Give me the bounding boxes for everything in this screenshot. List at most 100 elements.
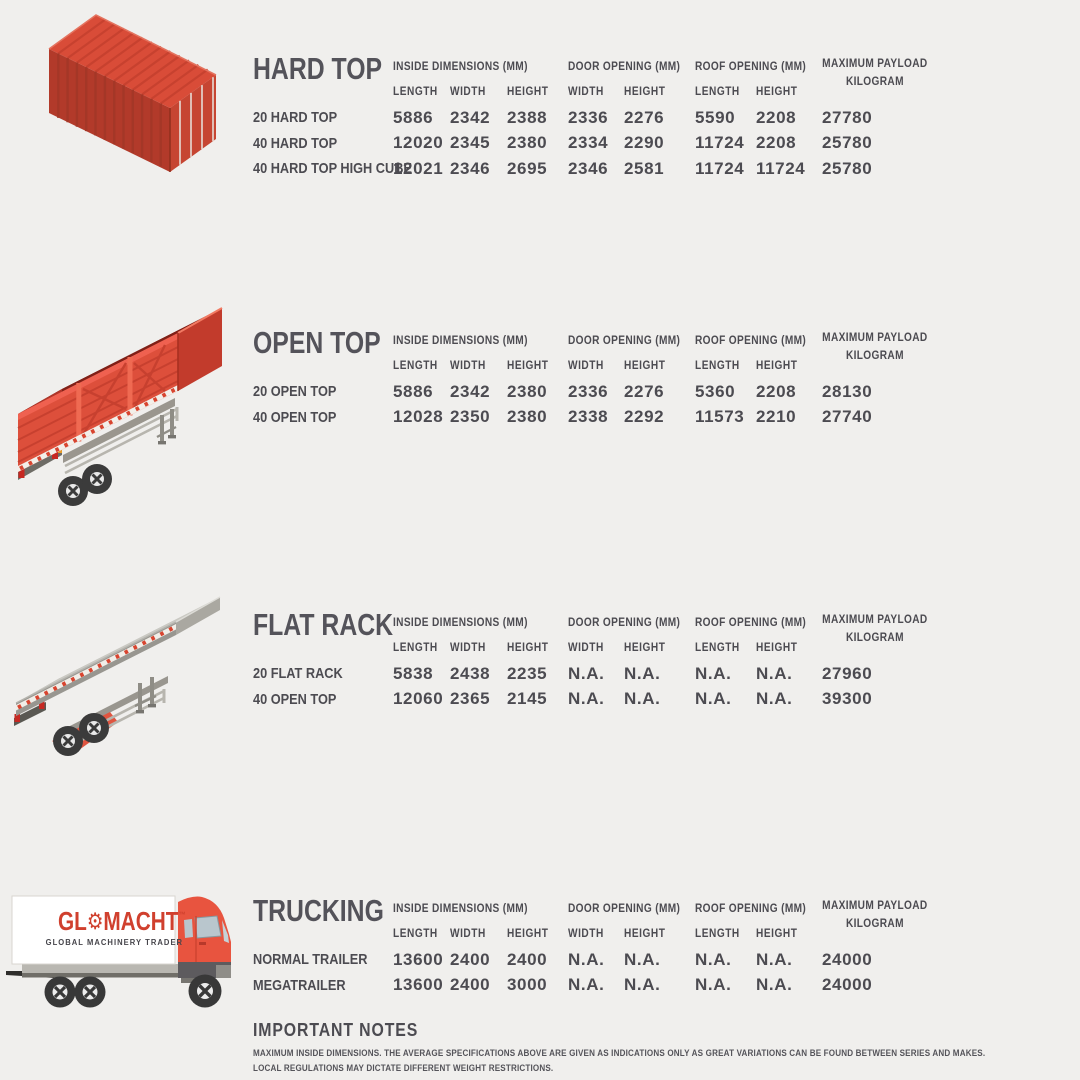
spec-value: 12021 bbox=[393, 158, 444, 178]
spec-value: 2342 bbox=[450, 381, 491, 401]
spec-value: 12020 bbox=[393, 133, 444, 153]
spec-value: 2145 bbox=[507, 689, 548, 709]
spec-value: 2210 bbox=[756, 407, 797, 427]
spec-value: N.A. bbox=[568, 689, 605, 709]
spec-value: N.A. bbox=[568, 975, 605, 995]
column-header-door-width: WIDTH bbox=[568, 642, 604, 654]
glomacht-brand-text: GL⚙MACHT™ bbox=[57, 906, 186, 936]
spec-value: 24000 bbox=[822, 949, 873, 969]
section-flat-rack: FLAT RACK MAXIMUM PAYLOAD KILOGRAM INSID… bbox=[253, 607, 963, 712]
spec-value: 2208 bbox=[756, 107, 797, 127]
spec-value: 2380 bbox=[507, 381, 548, 401]
row-label: 40 OPEN TOP bbox=[253, 408, 337, 426]
notes-line: MAXIMUM INSIDE DIMENSIONS. THE AVERAGE S… bbox=[253, 1048, 986, 1059]
column-header-roof-length: LENGTH bbox=[695, 86, 740, 98]
spec-value: 13600 bbox=[393, 975, 444, 995]
column-group-max-payload: MAXIMUM PAYLOAD KILOGRAM bbox=[822, 58, 928, 88]
spec-value: 27780 bbox=[822, 107, 873, 127]
column-header-length: LENGTH bbox=[393, 86, 438, 98]
spec-value: N.A. bbox=[695, 975, 732, 995]
spec-value: N.A. bbox=[624, 975, 661, 995]
spec-value: 3000 bbox=[507, 975, 548, 995]
spec-value: 5360 bbox=[695, 381, 736, 401]
spec-table-header: MAXIMUM PAYLOAD KILOGRAM INSIDE DIMENSIO… bbox=[253, 610, 963, 661]
spec-value: N.A. bbox=[756, 689, 793, 709]
spec-value: 2208 bbox=[756, 133, 797, 153]
spec-value: 11724 bbox=[756, 158, 806, 178]
column-group-max-payload: MAXIMUM PAYLOAD KILOGRAM bbox=[822, 900, 928, 930]
spec-value: 5886 bbox=[393, 107, 434, 127]
spec-value: 12060 bbox=[393, 689, 444, 709]
column-group-door-opening: DOOR OPENING (MM) bbox=[568, 902, 681, 915]
column-group-roof-opening: ROOF OPENING (MM) bbox=[695, 902, 807, 915]
spec-value: N.A. bbox=[624, 663, 661, 683]
spec-table-rows: 20 HARD TOP 5886 2342 2388 2336 2276 5590 2208 2… bbox=[253, 105, 963, 182]
notes-title: IMPORTANT NOTES bbox=[253, 1020, 419, 1040]
spec-value: 2235 bbox=[507, 663, 548, 683]
column-header-height: HEIGHT bbox=[507, 642, 549, 654]
spec-table-rows: NORMAL TRAILER 13600 2400 2400 N.A. N.A. N.A. N… bbox=[253, 947, 963, 998]
column-header-roof-height: HEIGHT bbox=[756, 928, 798, 940]
spec-value: N.A. bbox=[695, 663, 732, 683]
spec-value: 24000 bbox=[822, 975, 873, 995]
section-hard-top: HARD TOP MAXIMUM PAYLOAD KILOGRAM INSIDE… bbox=[253, 51, 963, 182]
row-label: 40 OPEN TOP bbox=[253, 690, 337, 708]
column-header-height: HEIGHT bbox=[507, 928, 549, 940]
spec-value: 2581 bbox=[624, 158, 665, 178]
spec-value: 2276 bbox=[624, 381, 665, 401]
spec-value: 2380 bbox=[507, 133, 548, 153]
spec-value: 2695 bbox=[507, 158, 548, 178]
spec-value: N.A. bbox=[695, 689, 732, 709]
column-group-door-opening: DOOR OPENING (MM) bbox=[568, 616, 681, 629]
column-header-height: HEIGHT bbox=[507, 360, 549, 372]
spec-value: 2290 bbox=[624, 133, 665, 153]
gear-icon: ⚙ bbox=[86, 908, 104, 934]
column-header-width: WIDTH bbox=[450, 928, 486, 940]
spec-value: 25780 bbox=[822, 133, 873, 153]
column-header-width: WIDTH bbox=[450, 360, 486, 372]
spec-value: 27740 bbox=[822, 407, 873, 427]
spec-value: 25780 bbox=[822, 158, 873, 178]
spec-value: 2276 bbox=[624, 107, 665, 127]
column-group-roof-opening: ROOF OPENING (MM) bbox=[695, 334, 807, 347]
spec-value: 2388 bbox=[507, 107, 548, 127]
spec-value: 2350 bbox=[450, 407, 491, 427]
column-header-door-height: HEIGHT bbox=[624, 642, 666, 654]
spec-value: 2365 bbox=[450, 689, 491, 709]
spec-value: N.A. bbox=[756, 663, 793, 683]
column-group-inside-dimensions: INSIDE DIMENSIONS (MM) bbox=[393, 902, 528, 915]
column-header-door-height: HEIGHT bbox=[624, 928, 666, 940]
spec-table-header: MAXIMUM PAYLOAD KILOGRAM INSIDE DIMENSIO… bbox=[253, 328, 963, 379]
column-header-door-width: WIDTH bbox=[568, 360, 604, 372]
spec-table-header: MAXIMUM PAYLOAD KILOGRAM INSIDE DIMENSIO… bbox=[253, 896, 963, 947]
column-header-door-width: WIDTH bbox=[568, 86, 604, 98]
spec-value: 5838 bbox=[393, 663, 434, 683]
row-label: 20 HARD TOP bbox=[253, 109, 338, 127]
spec-value: 11724 bbox=[695, 158, 745, 178]
glomacht-tagline: GLOBAL MACHINERY TRADER bbox=[45, 938, 184, 947]
column-header-roof-length: LENGTH bbox=[695, 928, 740, 940]
row-label: 40 HARD TOP HIGH CUBE bbox=[253, 160, 412, 178]
column-group-door-opening: DOOR OPENING (MM) bbox=[568, 334, 681, 347]
spec-table-rows: 20 OPEN TOP 5886 2342 2380 2336 2276 5360 2208 2… bbox=[253, 379, 963, 430]
column-header-height: HEIGHT bbox=[507, 86, 549, 98]
column-header-roof-height: HEIGHT bbox=[756, 360, 798, 372]
column-group-max-payload: MAXIMUM PAYLOAD KILOGRAM bbox=[822, 332, 928, 362]
spec-value: N.A. bbox=[568, 663, 605, 683]
spec-value: N.A. bbox=[756, 949, 793, 969]
column-group-inside-dimensions: INSIDE DIMENSIONS (MM) bbox=[393, 616, 528, 629]
spec-value: 28130 bbox=[822, 381, 873, 401]
spec-value: 2342 bbox=[450, 107, 491, 127]
hard-top-container-illustration bbox=[28, 10, 228, 200]
column-header-length: LENGTH bbox=[393, 928, 438, 940]
container-icon bbox=[48, 14, 217, 172]
column-header-length: LENGTH bbox=[393, 360, 438, 372]
spec-value: N.A. bbox=[624, 689, 661, 709]
column-group-roof-opening: ROOF OPENING (MM) bbox=[695, 616, 807, 629]
column-header-door-width: WIDTH bbox=[568, 928, 604, 940]
section-title: OPEN TOP bbox=[253, 325, 381, 360]
spec-value: 2400 bbox=[450, 949, 491, 969]
section-trucking: TRUCKING MAXIMUM PAYLOAD KILOGRAM INSIDE… bbox=[253, 893, 963, 998]
spec-value: 2334 bbox=[568, 133, 609, 153]
